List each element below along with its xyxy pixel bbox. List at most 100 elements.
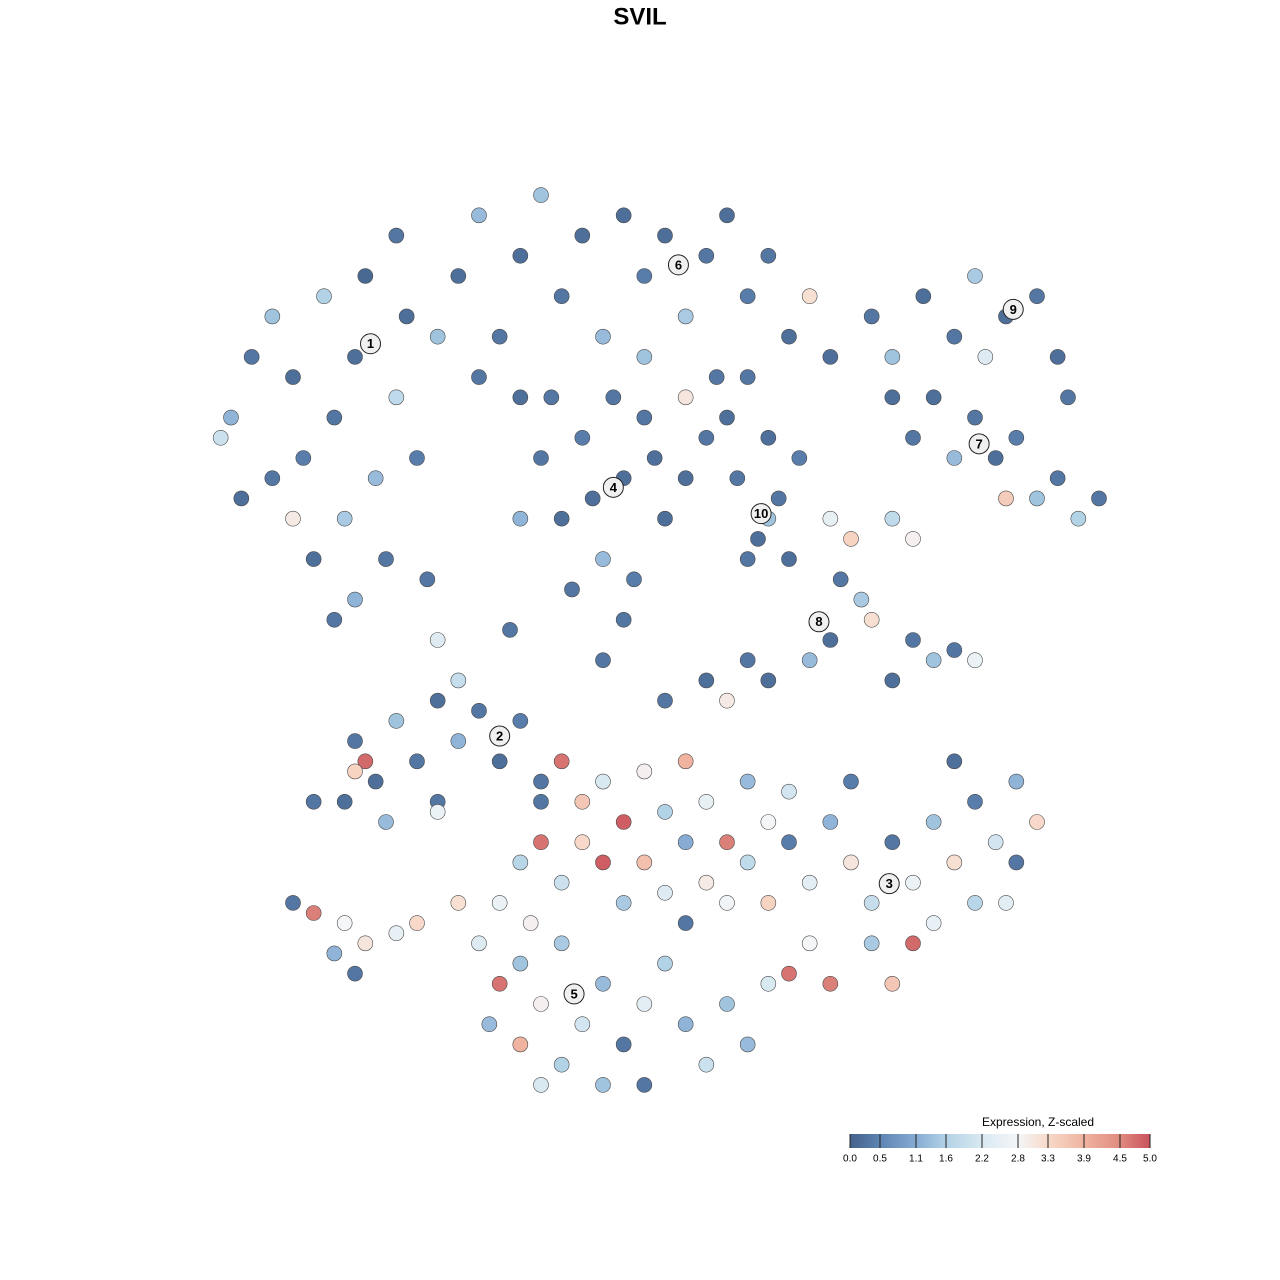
point	[553, 753, 570, 770]
point	[533, 450, 549, 466]
point	[512, 955, 529, 972]
point	[843, 773, 859, 790]
point	[347, 763, 363, 780]
cluster-label-badge	[1002, 298, 1024, 320]
colorbar-tick-label: 2.2	[975, 1154, 989, 1165]
point	[677, 753, 694, 770]
point	[450, 672, 467, 689]
point	[553, 935, 570, 952]
colorbar: Expression, Z-scaled 0.0 0.5 1.1 1.6 2.2 2.8 3…	[843, 1115, 1157, 1164]
point	[832, 571, 849, 588]
point	[657, 804, 673, 820]
point	[491, 975, 508, 992]
point	[698, 1056, 715, 1073]
point	[429, 692, 446, 709]
point	[429, 632, 446, 648]
point	[863, 935, 880, 952]
point	[409, 915, 425, 931]
point	[946, 642, 963, 658]
point	[481, 1016, 498, 1033]
point	[326, 409, 343, 426]
point	[781, 551, 797, 567]
point	[760, 895, 777, 911]
point	[739, 854, 756, 871]
point	[429, 804, 446, 820]
point	[595, 652, 611, 669]
point	[698, 793, 715, 810]
point	[739, 288, 756, 305]
point	[801, 874, 818, 891]
colorbar-tick-label: 3.3	[1041, 1154, 1055, 1165]
point	[760, 672, 777, 689]
point	[905, 531, 921, 547]
point	[243, 349, 260, 365]
point	[626, 571, 642, 588]
point	[1060, 389, 1076, 406]
point	[946, 328, 963, 345]
point	[615, 1036, 632, 1053]
point	[450, 268, 467, 284]
point	[719, 692, 735, 709]
point	[223, 409, 239, 426]
cluster-label: 3	[886, 876, 893, 891]
point	[305, 551, 322, 567]
point	[409, 450, 425, 466]
point	[822, 349, 839, 365]
point	[1049, 349, 1066, 365]
point	[1091, 490, 1107, 507]
point	[677, 1016, 694, 1033]
point	[502, 622, 518, 638]
point	[822, 814, 839, 830]
point	[512, 854, 529, 871]
point	[987, 834, 1004, 851]
point	[967, 268, 983, 284]
point	[636, 996, 653, 1012]
point	[967, 895, 983, 911]
point	[1008, 854, 1025, 871]
cluster-label: 10	[754, 506, 768, 521]
point	[512, 389, 529, 406]
point	[657, 955, 673, 972]
point	[739, 773, 756, 790]
point	[729, 470, 746, 487]
point	[719, 207, 735, 224]
point	[822, 975, 839, 992]
point	[367, 773, 384, 790]
point	[739, 369, 756, 385]
point	[378, 814, 394, 830]
point	[409, 753, 425, 770]
chart-title: SVIL	[613, 3, 666, 30]
point	[533, 1077, 549, 1093]
point	[574, 793, 591, 810]
cluster-label: 1	[367, 336, 374, 351]
point	[863, 895, 880, 911]
point	[398, 308, 415, 325]
point	[595, 975, 611, 992]
point	[677, 834, 694, 851]
colorbar-tick-label: 2.8	[1011, 1154, 1025, 1165]
cluster-label: 7	[976, 436, 983, 451]
point	[657, 510, 673, 527]
colorbar-tick-label: 1.1	[909, 1154, 923, 1165]
point	[987, 450, 1004, 466]
point	[719, 409, 735, 426]
point	[574, 834, 591, 851]
point	[533, 187, 549, 203]
point	[533, 793, 549, 810]
point	[781, 834, 797, 851]
point	[853, 591, 870, 608]
point	[605, 389, 622, 406]
point	[212, 429, 229, 446]
point	[471, 935, 487, 952]
point	[1029, 814, 1045, 830]
point	[367, 470, 384, 487]
point	[739, 1036, 756, 1053]
point	[801, 288, 818, 305]
point	[336, 915, 353, 931]
point	[316, 288, 332, 305]
point	[657, 884, 673, 901]
cluster-label: 5	[570, 986, 577, 1001]
point	[719, 895, 735, 911]
point	[708, 369, 725, 385]
point	[512, 1036, 529, 1053]
